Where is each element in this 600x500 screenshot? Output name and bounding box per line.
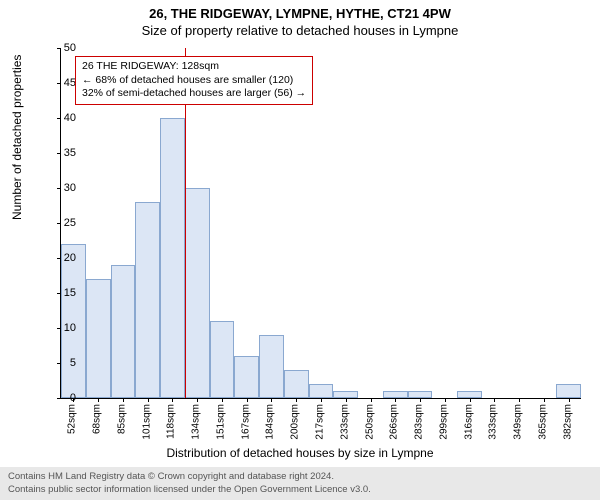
y-tick-label: 10: [64, 322, 76, 334]
x-tick-label: 299sqm: [438, 404, 449, 440]
x-tick-mark: [222, 398, 223, 402]
y-tick-label: 30: [64, 182, 76, 194]
y-tick-label: 15: [64, 287, 76, 299]
x-tick-mark: [420, 398, 421, 402]
x-tick-mark: [247, 398, 248, 402]
histogram-bar: [111, 265, 136, 398]
x-tick-mark: [371, 398, 372, 402]
annotation-line: ← 68% of detached houses are smaller (12…: [82, 74, 306, 88]
x-tick-mark: [544, 398, 545, 402]
y-tick-label: 20: [64, 252, 76, 264]
histogram-bar: [160, 118, 185, 398]
y-tick-mark: [57, 48, 61, 49]
x-tick-label: 382sqm: [562, 404, 573, 440]
x-tick-mark: [271, 398, 272, 402]
y-tick-mark: [57, 83, 61, 84]
x-tick-label: 68sqm: [92, 404, 103, 434]
histogram-bar: [210, 321, 235, 398]
x-tick-label: 266sqm: [389, 404, 400, 440]
x-tick-mark: [346, 398, 347, 402]
x-tick-label: 184sqm: [265, 404, 276, 440]
x-tick-mark: [470, 398, 471, 402]
footer-line: Contains HM Land Registry data © Crown c…: [8, 471, 592, 483]
histogram-bar: [457, 391, 482, 398]
y-tick-mark: [57, 153, 61, 154]
x-tick-label: 151sqm: [215, 404, 226, 440]
y-tick-mark: [57, 188, 61, 189]
y-tick-label: 25: [64, 217, 76, 229]
x-tick-mark: [148, 398, 149, 402]
x-tick-label: 316sqm: [463, 404, 474, 440]
property-marker-annotation: 26 THE RIDGEWAY: 128sqm ← 68% of detache…: [75, 56, 313, 105]
x-tick-label: 217sqm: [315, 404, 326, 440]
histogram-bar: [185, 188, 210, 398]
histogram-bar: [284, 370, 309, 398]
histogram-bar: [383, 391, 408, 398]
y-tick-label: 0: [70, 392, 76, 404]
x-tick-label: 134sqm: [191, 404, 202, 440]
y-tick-label: 50: [64, 42, 76, 54]
x-tick-label: 233sqm: [339, 404, 350, 440]
x-tick-label: 85sqm: [116, 404, 127, 434]
x-tick-label: 333sqm: [488, 404, 499, 440]
annotation-line: 26 THE RIDGEWAY: 128sqm: [82, 60, 306, 74]
y-axis-label: Number of detached properties: [10, 55, 24, 220]
histogram-bar: [135, 202, 160, 398]
x-tick-label: 349sqm: [513, 404, 524, 440]
histogram-bar: [408, 391, 433, 398]
x-tick-label: 283sqm: [414, 404, 425, 440]
y-tick-label: 5: [70, 357, 76, 369]
chart-title-main: 26, THE RIDGEWAY, LYMPNE, HYTHE, CT21 4P…: [0, 0, 600, 21]
annotation-line: 32% of semi-detached houses are larger (…: [82, 87, 306, 101]
x-tick-mark: [123, 398, 124, 402]
x-tick-mark: [494, 398, 495, 402]
histogram-bar: [234, 356, 259, 398]
histogram-bar: [333, 391, 358, 398]
x-tick-mark: [296, 398, 297, 402]
x-tick-mark: [98, 398, 99, 402]
x-tick-label: 167sqm: [240, 404, 251, 440]
y-tick-mark: [57, 118, 61, 119]
x-tick-label: 101sqm: [141, 404, 152, 440]
x-tick-label: 200sqm: [290, 404, 301, 440]
histogram-bar: [556, 384, 581, 398]
x-tick-mark: [172, 398, 173, 402]
histogram-bar: [259, 335, 284, 398]
x-tick-mark: [395, 398, 396, 402]
x-tick-label: 52sqm: [67, 404, 78, 434]
attribution-footer: Contains HM Land Registry data © Crown c…: [0, 467, 600, 500]
x-tick-mark: [197, 398, 198, 402]
chart-title-sub: Size of property relative to detached ho…: [0, 21, 600, 38]
y-tick-mark: [57, 398, 61, 399]
x-tick-mark: [445, 398, 446, 402]
x-tick-label: 118sqm: [166, 404, 177, 439]
footer-line: Contains public sector information licen…: [8, 484, 592, 496]
y-tick-mark: [57, 223, 61, 224]
x-axis-label: Distribution of detached houses by size …: [0, 446, 600, 460]
x-tick-mark: [321, 398, 322, 402]
x-tick-label: 250sqm: [364, 404, 375, 440]
histogram-bar: [61, 244, 86, 398]
histogram-bar: [309, 384, 334, 398]
y-tick-label: 35: [64, 147, 76, 159]
y-tick-label: 40: [64, 112, 76, 124]
x-tick-label: 365sqm: [537, 404, 548, 440]
x-tick-mark: [569, 398, 570, 402]
histogram-bar: [86, 279, 111, 398]
x-tick-mark: [519, 398, 520, 402]
